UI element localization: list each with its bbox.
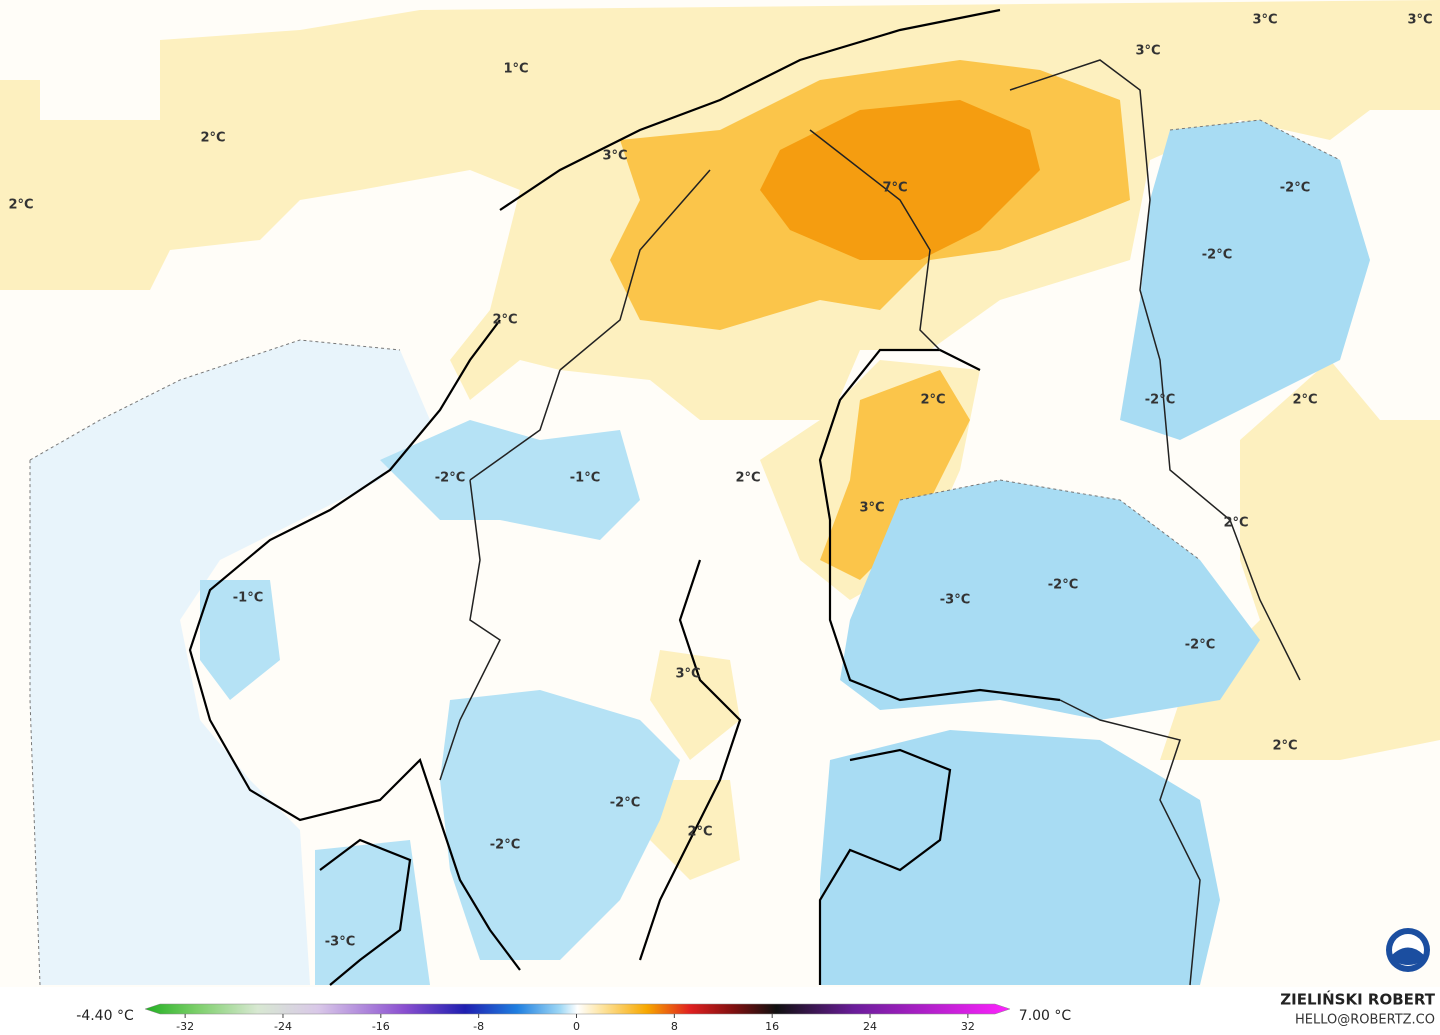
isotherm-label: 2°C	[492, 313, 517, 328]
colorbar-tick-label: 32	[961, 1020, 975, 1033]
isotherm-label: 2°C	[735, 471, 760, 486]
coastline	[188, 8, 1061, 986]
isotherm-label: -1°C	[233, 591, 263, 606]
isotherm-label: 2°C	[687, 825, 712, 840]
isotherm-label: -1°C	[570, 471, 600, 486]
isotherm-label: 2°C	[8, 198, 33, 213]
cold-area	[200, 420, 680, 985]
isotherm-label: -3°C	[325, 935, 355, 950]
author-name: ZIELIŃSKI ROBERT	[1280, 990, 1435, 1009]
isotherm-label: -2°C	[1185, 638, 1215, 653]
isotherm-label: 3°C	[602, 149, 627, 164]
isotherm-label: -2°C	[610, 796, 640, 811]
isotherm-label: -2°C	[1202, 248, 1232, 263]
map	[0, 0, 1440, 987]
isotherm-label: 2°C	[200, 131, 225, 146]
contour	[29, 119, 1341, 986]
isotherm-label: 2°C	[920, 393, 945, 408]
isotherm-label: 3°C	[675, 667, 700, 682]
cool-area	[30, 340, 430, 985]
isotherm-label: 3°C	[1252, 13, 1277, 28]
noaa-logo	[1386, 928, 1430, 972]
isotherm-label: -2°C	[435, 471, 465, 486]
border	[439, 59, 1301, 986]
warmest-area	[760, 100, 1040, 260]
isotherm-label: -2°C	[1280, 181, 1310, 196]
isotherm-label: -2°C	[1048, 578, 1078, 593]
isotherm-label: 3°C	[1407, 13, 1432, 28]
isotherm-label: -2°C	[490, 838, 520, 853]
colorbar-tick-label: -16	[372, 1020, 390, 1033]
colorbar-tick-label: 0	[573, 1020, 580, 1033]
isotherm-label: 3°C	[859, 501, 884, 516]
isotherm-label: 2°C	[1292, 393, 1317, 408]
colorbar-tick-label: 8	[671, 1020, 678, 1033]
colorbar	[144, 1003, 1011, 1015]
isotherm-label: 2°C	[1272, 739, 1297, 754]
colorbar-tick-label: 24	[863, 1020, 877, 1033]
colorbar-tick-label: -8	[473, 1020, 484, 1033]
colorbar-tick-label: 16	[765, 1020, 779, 1033]
isotherm-label: 3°C	[1135, 44, 1160, 59]
colorbar-tick-label: -24	[274, 1020, 292, 1033]
isotherm-label: 7°C	[882, 181, 907, 196]
isotherm-label: -3°C	[940, 593, 970, 608]
cold-area	[820, 120, 1370, 985]
author-email: HELLO@ROBERTZ.CO	[1295, 1013, 1435, 1028]
colorbar-tick-label: -32	[176, 1020, 194, 1033]
isotherm-label: 1°C	[503, 62, 528, 77]
colorbar-min: -4.40 °C	[76, 1008, 134, 1024]
isotherm-label: -2°C	[1145, 393, 1175, 408]
isotherm-label: 2°C	[1223, 516, 1248, 531]
colorbar-max: 7.00 °C	[1019, 1008, 1072, 1024]
